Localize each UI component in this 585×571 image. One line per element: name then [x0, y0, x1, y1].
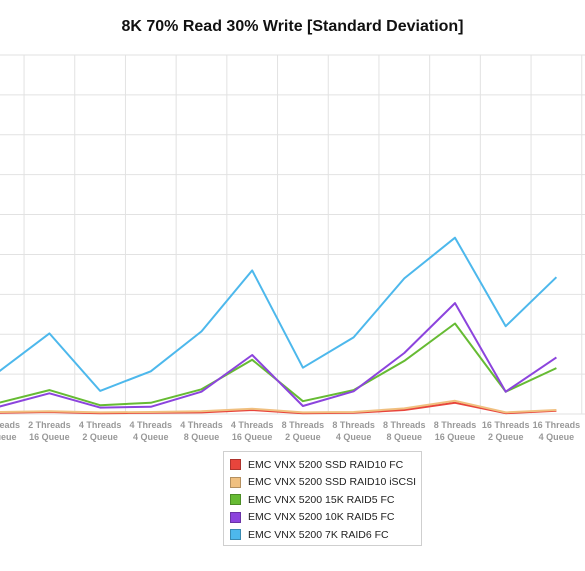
legend-item: EMC VNX 5200 7K RAID6 FC	[230, 526, 421, 544]
legend-label: EMC VNX 5200 10K RAID5 FC	[248, 511, 395, 524]
x-tick-label: 4 Threads 4 Queue	[130, 420, 173, 442]
x-tick-label: 4 Threads 8 Queue	[180, 420, 223, 442]
legend-label: EMC VNX 5200 SSD RAID10 iSCSI	[248, 476, 417, 489]
legend-item: EMC VNX 5200 SSD RAID10 FC	[230, 456, 421, 474]
legend: EMC VNX 5200 SSD RAID10 FC EMC VNX 5200 S…	[223, 451, 422, 546]
x-tick-label: 8 Threads 2 Queue	[282, 420, 325, 442]
series-line-2	[0, 399, 557, 414]
legend-swatch	[230, 494, 241, 506]
x-tick-label: 16 Threads 2 Queue	[482, 420, 530, 442]
series-line-4	[0, 302, 557, 409]
legend-swatch	[230, 529, 241, 541]
chart-title: 8K 70% Read 30% Write [Standard Deviatio…	[121, 18, 464, 35]
x-tick-label: 8 Threads 4 Queue	[332, 420, 375, 442]
x-tick-label: 4 Threads 2 Queue	[79, 420, 122, 442]
x-tick-label: 4 Threads 16 Queue	[231, 420, 274, 442]
legend-item: EMC VNX 5200 10K RAID5 FC	[230, 509, 421, 527]
legend-label: EMC VNX 5200 7K RAID6 FC	[248, 528, 389, 541]
x-tick-label: 16 Threads 4 Queue	[533, 420, 581, 442]
x-tick-label: 8 Threads 8 Queue	[383, 420, 426, 442]
series-line-3	[0, 322, 557, 407]
legend-label: EMC VNX 5200 15K RAID5 FC	[248, 493, 395, 506]
x-tick-label: 8 Threads 16 Queue	[434, 420, 477, 442]
legend-swatch	[230, 459, 241, 471]
legend-swatch	[230, 511, 241, 523]
legend-item: EMC VNX 5200 15K RAID5 FC	[230, 491, 421, 509]
legend-swatch	[230, 476, 241, 488]
legend-item: EMC VNX 5200 SSD RAID10 iSCSI	[230, 474, 421, 492]
x-tick-label: 2 Threads 16 Queue	[28, 420, 71, 442]
series-line-5	[0, 236, 558, 392]
series-lines	[0, 236, 558, 415]
gridlines	[0, 54, 585, 415]
legend-label: EMC VNX 5200 SSD RAID10 FC	[248, 458, 404, 471]
